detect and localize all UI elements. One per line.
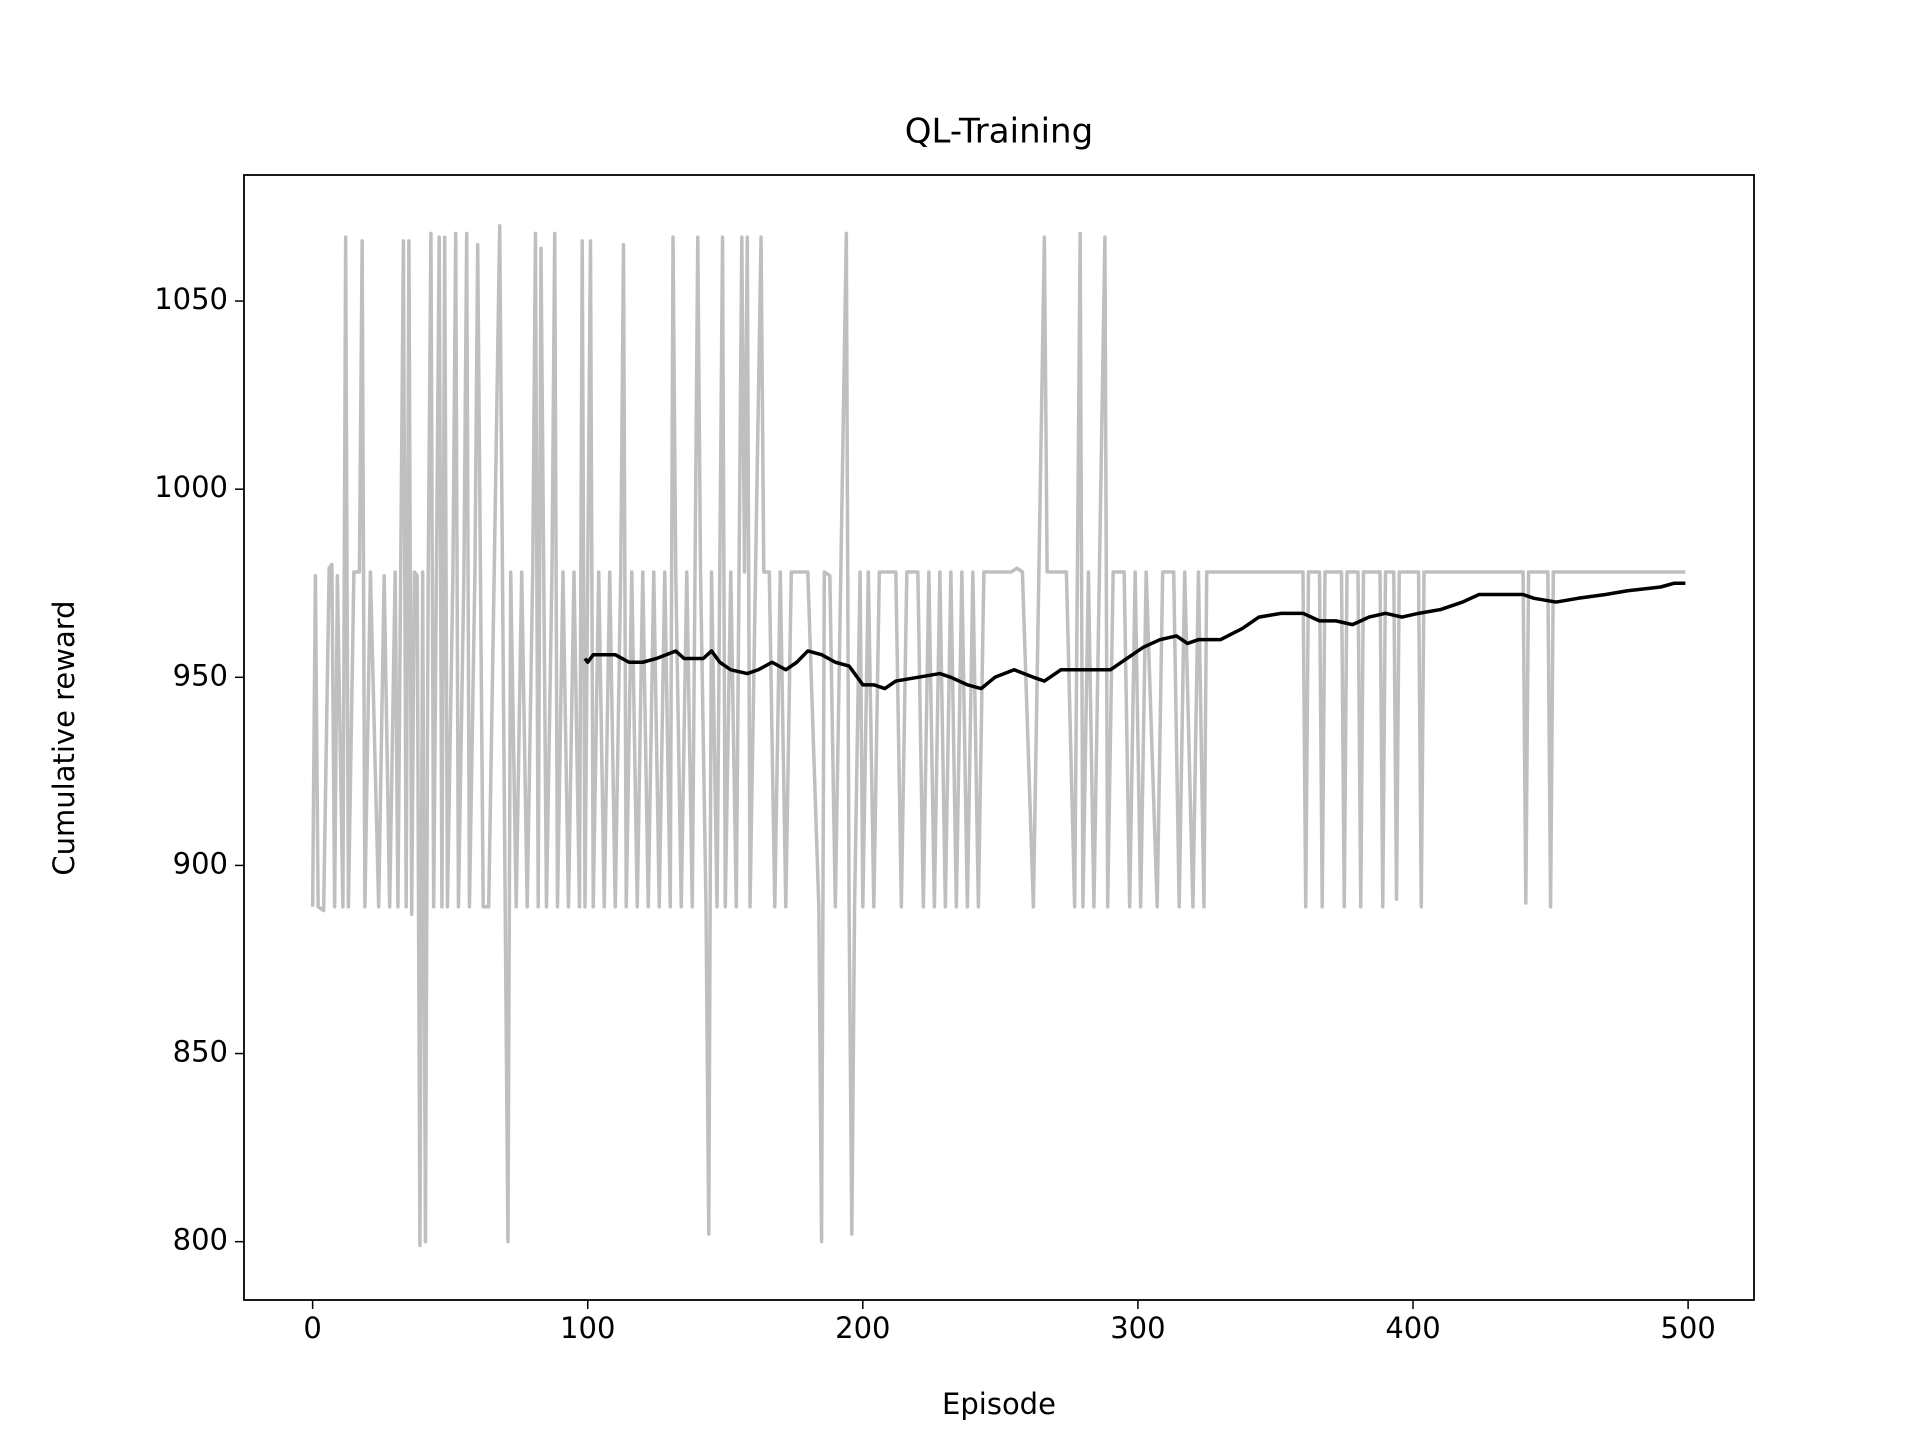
y-tick-label: 900 <box>173 846 228 880</box>
y-tick-label: 800 <box>173 1223 228 1257</box>
x-tick-label: 200 <box>835 1311 890 1345</box>
x-tick-label: 500 <box>1660 1311 1715 1345</box>
y-axis-label: Cumulative reward <box>47 600 81 875</box>
x-axis-label: Episode <box>942 1387 1056 1421</box>
y-tick-label: 850 <box>173 1035 228 1069</box>
x-tick-label: 100 <box>560 1311 615 1345</box>
x-tick-label: 0 <box>303 1311 321 1345</box>
series-line <box>310 224 1686 1248</box>
y-tick-label: 1000 <box>154 470 228 504</box>
x-tick-label: 300 <box>1110 1311 1165 1345</box>
y-tick-label: 950 <box>173 658 228 692</box>
y-tick-label: 1050 <box>154 282 228 316</box>
plot-frame <box>243 174 1755 1301</box>
chart-title: QL-Training <box>905 112 1093 152</box>
x-tick-label: 400 <box>1385 1311 1440 1345</box>
series-line <box>583 581 1686 691</box>
